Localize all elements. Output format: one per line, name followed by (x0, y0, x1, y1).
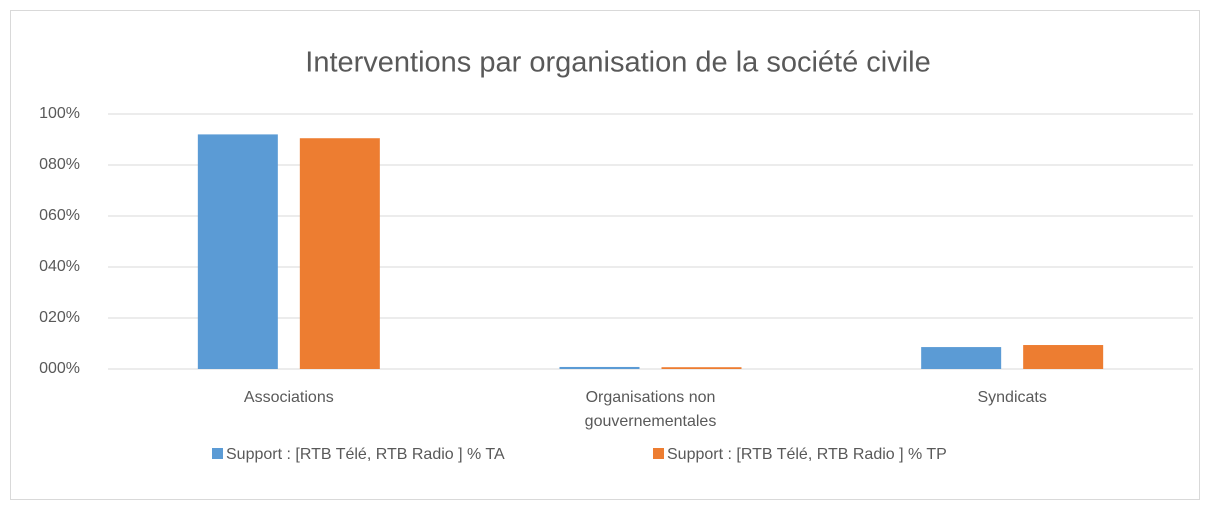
x-tick-label: Syndicats (977, 389, 1047, 406)
x-tick-label: Organisations non gouvernementales (584, 389, 717, 430)
y-tick-label: 020% (39, 309, 80, 326)
bar (1023, 345, 1104, 369)
bar (299, 138, 380, 369)
bar (559, 366, 640, 369)
legend-swatch (212, 448, 223, 459)
y-tick-label: 080% (39, 156, 80, 173)
y-tick-label: 000% (39, 360, 80, 377)
bar (197, 134, 278, 369)
legend-swatch (653, 448, 664, 459)
bar (661, 367, 742, 369)
bar (921, 347, 1002, 369)
y-tick-label: 100% (39, 105, 80, 122)
y-tick-label: 060% (39, 207, 80, 224)
legend-label: Support : [RTB Télé, RTB Radio ] % TA (226, 446, 505, 463)
legend-label: Support : [RTB Télé, RTB Radio ] % TP (667, 446, 947, 463)
x-tick-label: Associations (243, 389, 334, 406)
chart-title: Interventions par organisation de la soc… (305, 47, 930, 79)
y-tick-label: 040% (39, 258, 80, 275)
